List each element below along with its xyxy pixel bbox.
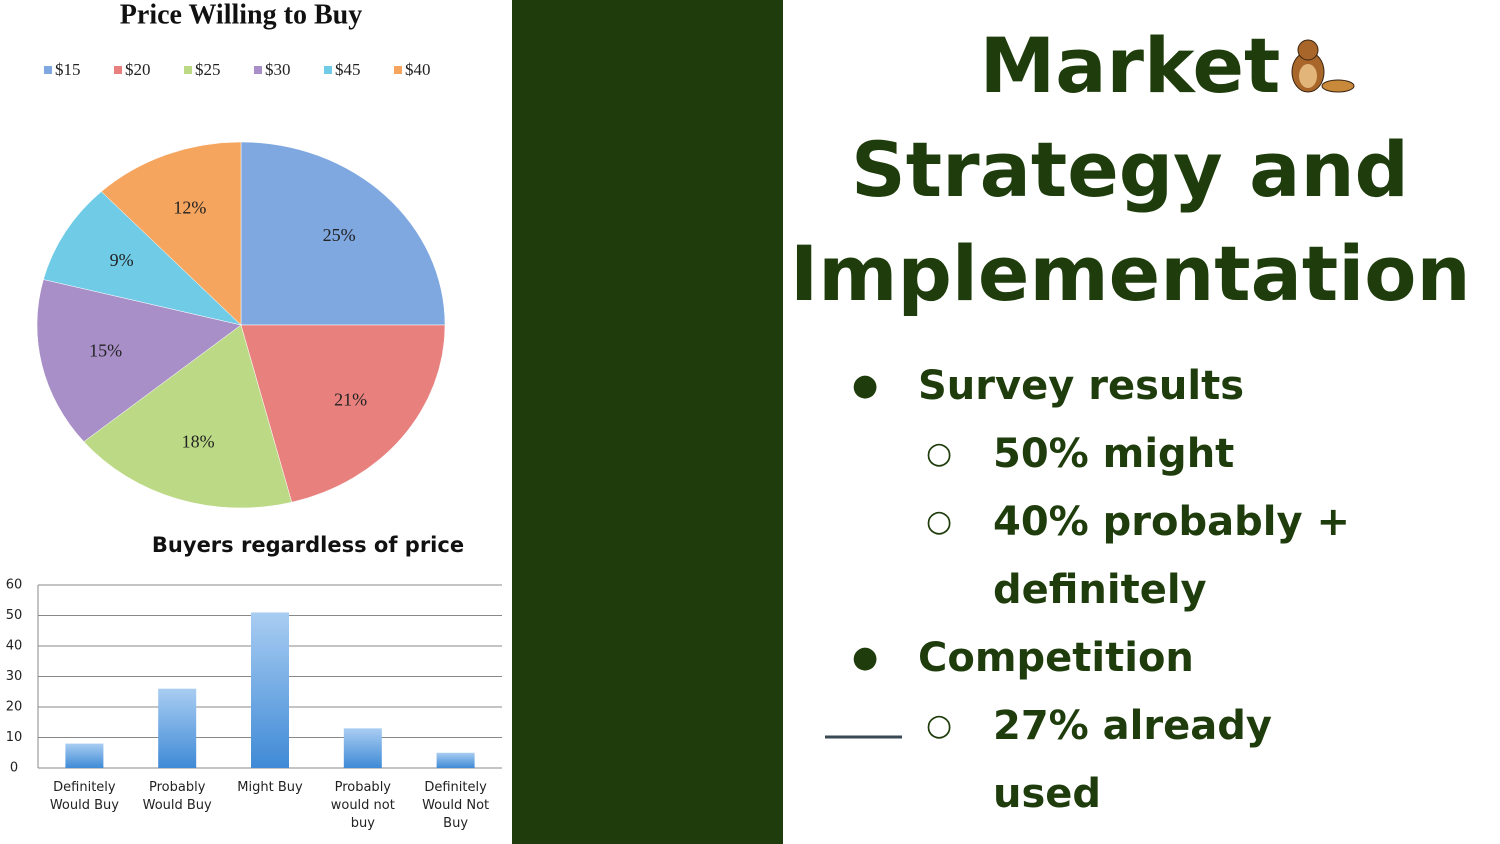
sub-bullet: 27% already used (993, 703, 1272, 817)
y-tick-label: 30 (6, 669, 23, 684)
x-tick-label: Probably Would Buy (142, 780, 212, 813)
x-tick-label: Definitely Would Not Buy (422, 780, 490, 831)
bar (343, 728, 382, 768)
pie-slice (100, 141, 242, 326)
chart-title: Buyers regardless of price (152, 533, 464, 557)
pie-slice (43, 191, 242, 326)
data-label: 15% (89, 340, 122, 360)
legend-label: $25 (195, 60, 221, 79)
bar (251, 612, 289, 768)
legend-label: $30 (265, 60, 291, 79)
data-label: 12% (173, 197, 206, 217)
pie-slice (240, 324, 446, 503)
legend-swatch (114, 66, 122, 74)
y-tick-label: 40 (6, 639, 23, 654)
y-tick-label: 10 (6, 730, 23, 745)
pie-slice (83, 324, 293, 509)
bullet: Competition (918, 635, 1194, 681)
chart-title: Price Willing to Buy (120, 0, 362, 30)
data-label: 21% (334, 389, 367, 409)
data-label: 25% (323, 225, 356, 245)
legend-swatch (184, 66, 192, 74)
x-tick-label: Might Buy (237, 780, 303, 795)
bullet-marker: ● (852, 640, 879, 675)
green-stripe (512, 0, 783, 844)
legend-swatch (254, 66, 262, 74)
bullet: Survey results (918, 363, 1244, 409)
legend-label: $40 (405, 60, 431, 79)
bar (436, 752, 475, 768)
legend-label: $15 (55, 60, 81, 79)
sub-bullet: 40% probably + definitely (993, 499, 1350, 613)
pie-slice (240, 141, 446, 326)
bullet-marker: ● (852, 368, 879, 403)
y-tick-label: 60 (6, 578, 23, 593)
bar (158, 688, 197, 768)
legend-swatch (324, 66, 332, 74)
legend-swatch (44, 66, 52, 74)
sub-bullet: 50% might (993, 431, 1235, 477)
beaver-icon (1291, 39, 1355, 93)
pie-slice (36, 279, 242, 442)
y-tick-label: 50 (6, 608, 23, 623)
sub-bullet-marker: ○ (926, 504, 953, 539)
legend-swatch (394, 66, 402, 74)
slide-title: Market Strategy and Implementation (790, 21, 1471, 318)
legend-label: $45 (335, 60, 361, 79)
bar (65, 743, 104, 768)
sub-bullet-marker: ○ (926, 436, 953, 471)
legend-label: $20 (125, 60, 151, 79)
data-label: 18% (182, 431, 215, 451)
data-label: 9% (110, 250, 134, 270)
x-tick-label: Probably would not buy (330, 780, 395, 831)
y-tick-label: 20 (6, 700, 23, 715)
y-tick-label: 0 (10, 761, 18, 776)
sub-bullet-marker: ○ (926, 708, 953, 743)
x-tick-label: Definitely Would Buy (49, 780, 119, 813)
